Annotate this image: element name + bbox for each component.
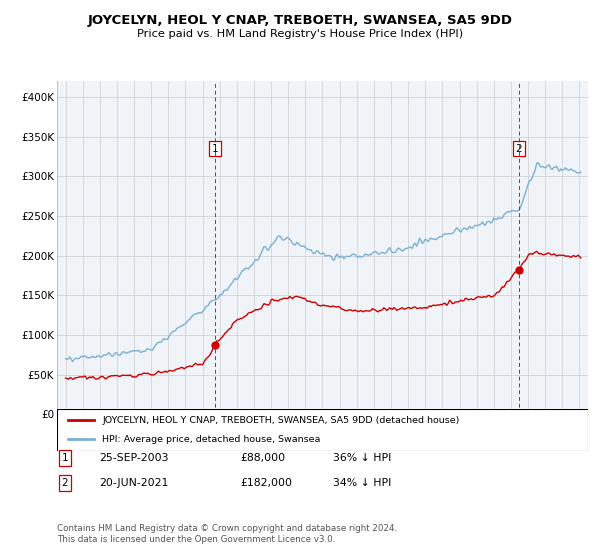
Text: £88,000: £88,000 [240, 453, 285, 463]
Text: 36% ↓ HPI: 36% ↓ HPI [333, 453, 391, 463]
Text: 2: 2 [61, 478, 68, 488]
Text: JOYCELYN, HEOL Y CNAP, TREBOETH, SWANSEA, SA5 9DD (detached house): JOYCELYN, HEOL Y CNAP, TREBOETH, SWANSEA… [102, 416, 460, 424]
Text: 20-JUN-2021: 20-JUN-2021 [99, 478, 169, 488]
Text: HPI: Average price, detached house, Swansea: HPI: Average price, detached house, Swan… [102, 435, 320, 444]
Text: 34% ↓ HPI: 34% ↓ HPI [333, 478, 391, 488]
Text: JOYCELYN, HEOL Y CNAP, TREBOETH, SWANSEA, SA5 9DD: JOYCELYN, HEOL Y CNAP, TREBOETH, SWANSEA… [88, 14, 512, 27]
Text: 2: 2 [515, 143, 522, 153]
Text: 1: 1 [61, 453, 68, 463]
Text: 1: 1 [212, 143, 218, 153]
Text: 25-SEP-2003: 25-SEP-2003 [99, 453, 169, 463]
Text: Contains HM Land Registry data © Crown copyright and database right 2024.
This d: Contains HM Land Registry data © Crown c… [57, 524, 397, 544]
Text: Price paid vs. HM Land Registry's House Price Index (HPI): Price paid vs. HM Land Registry's House … [137, 29, 463, 39]
Text: £182,000: £182,000 [240, 478, 292, 488]
